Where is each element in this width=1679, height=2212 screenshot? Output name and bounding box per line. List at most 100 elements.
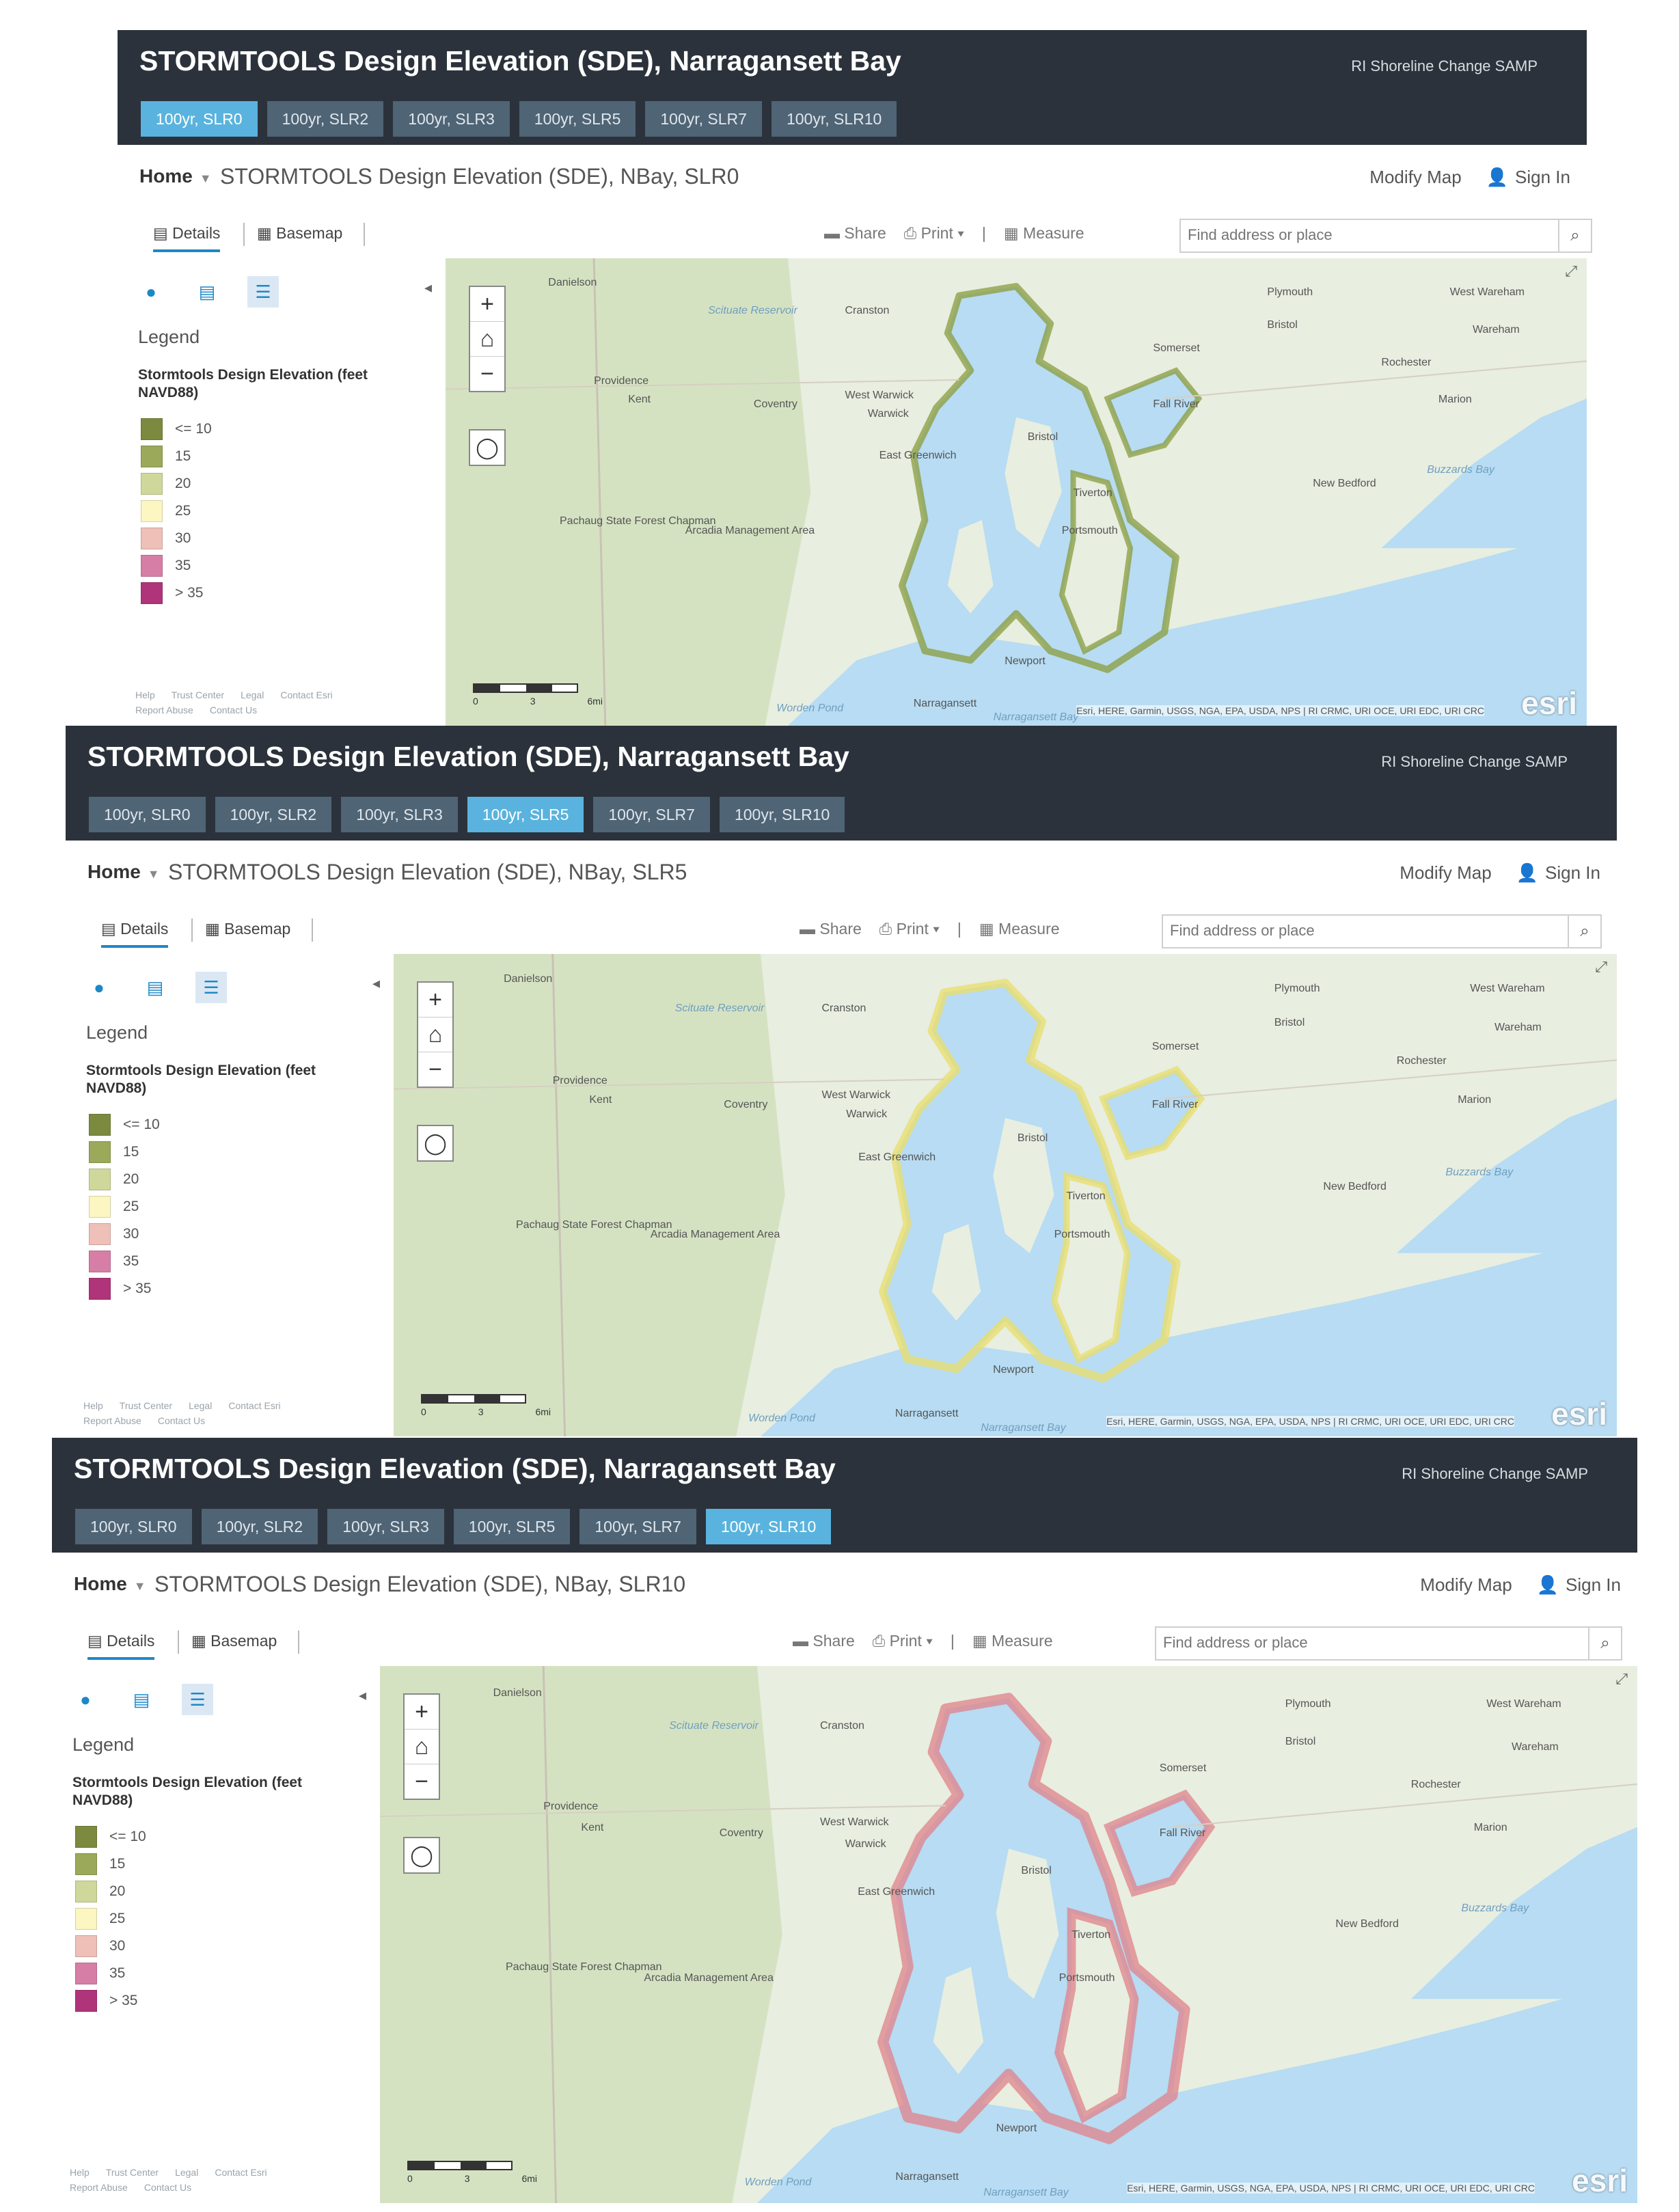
footer-link[interactable]: Help: [83, 1400, 103, 1411]
print-button[interactable]: ⎙ Print ▾: [903, 224, 964, 242]
content-icon[interactable]: ▤: [133, 1689, 150, 1710]
tab-scenario[interactable]: 100yr, SLR3: [327, 1509, 444, 1544]
search-input[interactable]: [1156, 1628, 1587, 1658]
footer-link[interactable]: Legal: [175, 2167, 199, 2178]
search-button[interactable]: ⌕: [1588, 1628, 1621, 1659]
samp-link[interactable]: RI Shoreline Change SAMP: [1351, 57, 1538, 74]
collapse-icon[interactable]: ◂: [372, 974, 380, 992]
footer-link[interactable]: Help: [135, 689, 155, 700]
measure-button[interactable]: ▦ Measure: [979, 920, 1060, 938]
search-button[interactable]: ⌕: [1558, 220, 1591, 251]
content-icon[interactable]: ▤: [198, 281, 216, 302]
tab-details[interactable]: ▤ Details: [101, 920, 169, 948]
search-input[interactable]: [1181, 220, 1557, 250]
expand-icon[interactable]: ⤢: [1565, 262, 1577, 279]
content-icon[interactable]: ▤: [146, 977, 164, 998]
tab-basemap[interactable]: ▦ Basemap: [257, 224, 342, 243]
samp-link[interactable]: RI Shoreline Change SAMP: [1402, 1465, 1588, 1482]
map-view[interactable]: Danielson Cranston Plymouth Bristol West War…: [394, 954, 1617, 1436]
footer-link[interactable]: Trust Center: [171, 689, 225, 700]
expand-icon[interactable]: ⤢: [1595, 958, 1607, 975]
tab-scenario[interactable]: 100yr, SLR2: [267, 101, 384, 137]
info-icon[interactable]: ●: [80, 1689, 91, 1710]
footer-link[interactable]: Contact Us: [209, 705, 258, 715]
footer-link[interactable]: Legal: [241, 689, 264, 700]
tab-scenario[interactable]: 100yr, SLR7: [579, 1509, 696, 1544]
print-button[interactable]: ⎙ Print ▾: [872, 1632, 933, 1650]
tab-scenario[interactable]: 100yr, SLR5: [519, 101, 636, 137]
footer-link[interactable]: Contact Esri: [228, 1400, 281, 1411]
share-button[interactable]: ▬ Share: [793, 1632, 855, 1650]
legend-icon[interactable]: ☰: [182, 1684, 213, 1715]
measure-button[interactable]: ▦ Measure: [1004, 224, 1084, 243]
legend-icon[interactable]: ☰: [195, 972, 227, 1003]
locate-button[interactable]: ◯: [403, 1837, 440, 1874]
print-button[interactable]: ⎙ Print ▾: [879, 920, 940, 938]
zoom-out-button[interactable]: −: [428, 1056, 442, 1082]
tab-scenario[interactable]: 100yr, SLR0: [141, 101, 258, 137]
zoom-in-button[interactable]: +: [470, 287, 504, 322]
expand-icon[interactable]: ⤢: [1615, 1670, 1628, 1687]
tab-basemap[interactable]: ▦ Basemap: [205, 920, 290, 938]
footer-link[interactable]: Contact Esri: [215, 2167, 267, 2178]
tab-scenario[interactable]: 100yr, SLR0: [89, 797, 206, 832]
zoom-out-button[interactable]: −: [415, 1768, 428, 1794]
home-extent-button[interactable]: ⌂: [418, 1018, 452, 1052]
home-menu[interactable]: Home ▼: [74, 1573, 146, 1595]
home-menu[interactable]: Home ▼: [139, 165, 212, 187]
footer-link[interactable]: Help: [70, 2167, 90, 2178]
info-icon[interactable]: ●: [146, 281, 156, 302]
tab-scenario[interactable]: 100yr, SLR3: [393, 101, 510, 137]
footer-link[interactable]: Trust Center: [105, 2167, 159, 2178]
tab-scenario[interactable]: 100yr, SLR2: [215, 797, 332, 832]
tab-scenario[interactable]: 100yr, SLR7: [593, 797, 710, 832]
home-menu[interactable]: Home ▼: [87, 861, 160, 883]
modify-map-link[interactable]: Modify Map: [1369, 167, 1462, 187]
collapse-icon[interactable]: ◂: [358, 1687, 366, 1704]
locate-button[interactable]: ◯: [417, 1125, 454, 1162]
place-label: Arcadia Management Area: [685, 524, 815, 536]
tab-scenario[interactable]: 100yr, SLR0: [75, 1509, 192, 1544]
tab-details[interactable]: ▤ Details: [153, 224, 221, 252]
zoom-in-button[interactable]: +: [405, 1695, 439, 1730]
tab-scenario[interactable]: 100yr, SLR10: [719, 797, 845, 832]
footer-link[interactable]: Contact Esri: [280, 689, 333, 700]
zoom-in-button[interactable]: +: [418, 983, 452, 1018]
modify-map-link[interactable]: Modify Map: [1400, 862, 1492, 883]
footer-link[interactable]: Trust Center: [119, 1400, 173, 1411]
footer-link[interactable]: Legal: [189, 1400, 213, 1411]
home-extent-button[interactable]: ⌂: [470, 322, 504, 357]
modify-map-link[interactable]: Modify Map: [1420, 1574, 1512, 1595]
tab-scenario[interactable]: 100yr, SLR7: [645, 101, 762, 137]
footer-link[interactable]: Contact Us: [144, 2182, 192, 2193]
zoom-out-button[interactable]: −: [480, 360, 494, 387]
info-icon[interactable]: ●: [94, 977, 105, 998]
search-input[interactable]: [1163, 916, 1566, 946]
footer-link[interactable]: Report Abuse: [83, 1415, 141, 1426]
footer-link[interactable]: Report Abuse: [135, 705, 193, 715]
measure-button[interactable]: ▦ Measure: [972, 1632, 1053, 1650]
sign-in-link[interactable]: 👤 Sign In: [1486, 167, 1570, 188]
tab-scenario[interactable]: 100yr, SLR2: [201, 1509, 318, 1544]
tab-details[interactable]: ▤ Details: [87, 1632, 155, 1660]
map-view[interactable]: Danielson Cranston Plymouth Bristol West War…: [380, 1666, 1637, 2203]
sign-in-link[interactable]: 👤 Sign In: [1516, 862, 1600, 884]
share-button[interactable]: ▬ Share: [800, 920, 862, 938]
share-button[interactable]: ▬ Share: [824, 224, 886, 243]
tab-scenario[interactable]: 100yr, SLR5: [453, 1509, 571, 1544]
tab-scenario[interactable]: 100yr, SLR10: [705, 1509, 832, 1544]
home-extent-button[interactable]: ⌂: [405, 1730, 439, 1764]
footer-link[interactable]: Contact Us: [157, 1415, 206, 1426]
locate-button[interactable]: ◯: [469, 429, 506, 466]
legend-icon[interactable]: ☰: [247, 276, 279, 308]
footer-link[interactable]: Report Abuse: [70, 2182, 128, 2193]
tab-scenario[interactable]: 100yr, SLR3: [341, 797, 458, 832]
tab-scenario[interactable]: 100yr, SLR10: [771, 101, 897, 137]
samp-link[interactable]: RI Shoreline Change SAMP: [1381, 753, 1568, 770]
collapse-icon[interactable]: ◂: [424, 279, 432, 296]
tab-basemap[interactable]: ▦ Basemap: [191, 1632, 277, 1650]
search-button[interactable]: ⌕: [1568, 916, 1600, 947]
map-view[interactable]: Danielson Cranston Plymouth Bristol West War…: [446, 258, 1587, 726]
tab-scenario[interactable]: 100yr, SLR5: [467, 797, 584, 832]
sign-in-link[interactable]: 👤 Sign In: [1537, 1574, 1621, 1596]
